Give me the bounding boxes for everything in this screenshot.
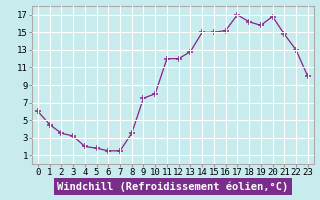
X-axis label: Windchill (Refroidissement éolien,°C): Windchill (Refroidissement éolien,°C) — [57, 181, 288, 192]
